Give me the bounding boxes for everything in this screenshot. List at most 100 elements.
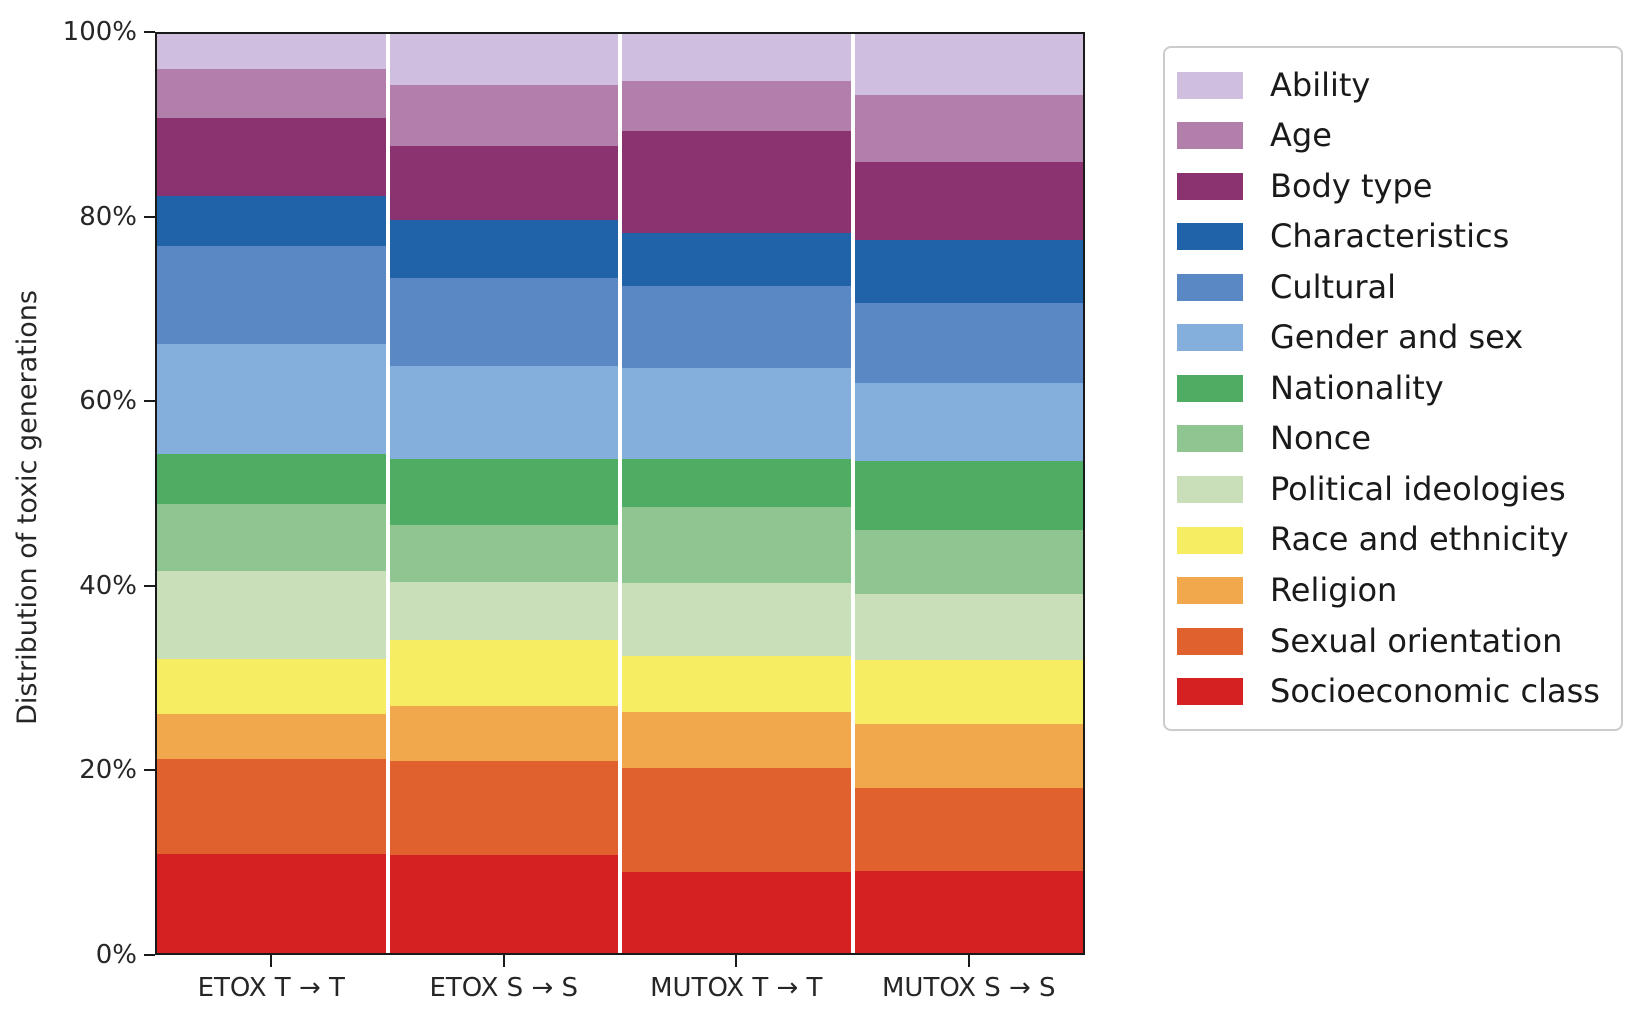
segment-nationality xyxy=(389,458,618,525)
legend-row-age: Age xyxy=(1177,118,1611,153)
bar-mutox-t-t xyxy=(618,34,851,953)
legend-label-nonce: Nonce xyxy=(1270,419,1372,458)
legend-label-race-and-ethnicity: Race and ethnicity xyxy=(1270,520,1569,559)
segment-ability xyxy=(622,34,851,81)
legend-swatch-socioeconomic-class xyxy=(1177,678,1243,706)
y-tick-mark-80 xyxy=(144,215,155,218)
legend-label-sexual-orientation: Sexual orientation xyxy=(1270,621,1563,660)
segment-sexual-orientation xyxy=(622,768,851,872)
x-tick-label-etox-t-t: ETOX T → T xyxy=(197,973,345,1003)
segment-political-ideologies xyxy=(157,570,386,659)
legend-row-characteristics: Characteristics xyxy=(1177,219,1611,254)
segment-ability xyxy=(389,34,618,85)
x-tick-mark-etox-s-s xyxy=(502,955,505,967)
segment-nonce xyxy=(389,524,618,582)
x-tick-label-etox-s-s: ETOX S → S xyxy=(429,973,579,1003)
legend-swatch-body-type xyxy=(1177,172,1243,200)
segment-characteristics xyxy=(854,239,1083,304)
legend-swatch-nonce xyxy=(1177,425,1243,453)
legend-row-nonce: Nonce xyxy=(1177,421,1611,456)
segment-religion xyxy=(854,724,1083,789)
legend-label-ability: Ability xyxy=(1270,65,1371,104)
legend-row-body-type: Body type xyxy=(1177,166,1611,205)
legend-label-cultural: Cultural xyxy=(1270,267,1396,306)
segment-socioeconomic-class xyxy=(389,855,618,953)
segment-cultural xyxy=(157,246,386,344)
legend: Ability Age Body type Characteristics Cultur… xyxy=(1163,46,1623,731)
x-tick-mark-mutox-t-t xyxy=(735,955,738,967)
legend-row-gender-and-sex: Gender and sex xyxy=(1177,320,1611,355)
segment-socioeconomic-class xyxy=(854,871,1083,953)
y-tick-mark-60 xyxy=(144,400,155,403)
legend-label-nationality: Nationality xyxy=(1270,368,1444,407)
segment-socioeconomic-class xyxy=(157,853,386,953)
y-tick-label-100: 100% xyxy=(62,17,137,47)
segment-characteristics xyxy=(389,219,618,279)
x-axis: ETOX T → T ETOX S → S MUTOX T → T MUTOX S →… xyxy=(155,955,1085,1014)
y-tick-mark-20 xyxy=(144,769,155,772)
segment-age xyxy=(389,84,618,147)
bar-etox-s-s xyxy=(385,34,618,953)
y-tick-label-60: 60% xyxy=(79,386,137,417)
y-tick-label-20: 20% xyxy=(79,755,137,786)
legend-label-political-ideologies: Political ideologies xyxy=(1270,469,1566,508)
legend-label-characteristics: Characteristics xyxy=(1270,217,1510,256)
bar-etox-t-t xyxy=(157,34,386,953)
legend-swatch-cultural xyxy=(1177,273,1243,301)
legend-swatch-characteristics xyxy=(1177,223,1243,251)
x-tick-mark-mutox-s-s xyxy=(967,955,970,967)
segment-nonce xyxy=(157,503,386,571)
x-tick-mark-etox-t-t xyxy=(270,955,273,967)
legend-row-sexual-orientation: Sexual orientation xyxy=(1177,621,1611,660)
segment-body-type xyxy=(854,161,1083,240)
segment-political-ideologies xyxy=(389,581,618,641)
legend-label-body-type: Body type xyxy=(1270,166,1433,205)
y-tick-mark-40 xyxy=(144,584,155,587)
segment-gender-and-sex xyxy=(157,343,386,454)
legend-label-socioeconomic-class: Socioeconomic class xyxy=(1270,672,1600,711)
segment-body-type xyxy=(157,117,386,196)
segment-nationality xyxy=(622,459,851,508)
segment-cultural xyxy=(622,285,851,368)
legend-label-religion: Religion xyxy=(1270,570,1398,609)
segment-race-and-ethnicity xyxy=(157,658,386,714)
segment-gender-and-sex xyxy=(389,365,618,459)
legend-row-socioeconomic-class: Socioeconomic class xyxy=(1177,672,1611,711)
segment-gender-and-sex xyxy=(622,367,851,460)
y-tick-label-80: 80% xyxy=(79,201,137,232)
segment-socioeconomic-class xyxy=(622,871,851,953)
segment-race-and-ethnicity xyxy=(622,656,851,713)
segment-race-and-ethnicity xyxy=(854,659,1083,725)
segment-cultural xyxy=(389,278,618,366)
segment-race-and-ethnicity xyxy=(389,640,618,706)
legend-row-religion: Religion xyxy=(1177,570,1611,609)
segment-age xyxy=(622,80,851,132)
segment-nationality xyxy=(854,461,1083,531)
segment-religion xyxy=(389,705,618,761)
segment-sexual-orientation xyxy=(389,760,618,856)
segment-age xyxy=(157,68,386,118)
legend-row-ability: Ability xyxy=(1177,65,1611,104)
segment-body-type xyxy=(622,131,851,234)
bar-mutox-s-s xyxy=(850,34,1083,953)
legend-swatch-religion xyxy=(1177,577,1243,605)
legend-row-cultural: Cultural xyxy=(1177,267,1611,306)
y-tick-label-0: 0% xyxy=(95,940,137,970)
legend-swatch-sexual-orientation xyxy=(1177,627,1243,655)
legend-swatch-race-and-ethnicity xyxy=(1177,526,1243,554)
segment-nonce xyxy=(854,530,1083,594)
y-axis: 0% 20% 40% 60% 80% 100% xyxy=(0,18,155,969)
segment-body-type xyxy=(389,146,618,220)
legend-swatch-political-ideologies xyxy=(1177,476,1243,504)
segment-political-ideologies xyxy=(854,593,1083,660)
legend-label-age: Age xyxy=(1270,116,1332,155)
segment-nonce xyxy=(622,507,851,583)
segment-cultural xyxy=(854,303,1083,384)
legend-row-race-and-ethnicity: Race and ethnicity xyxy=(1177,522,1611,557)
segment-religion xyxy=(157,713,386,759)
legend-swatch-ability xyxy=(1177,71,1243,99)
y-tick-label-40: 40% xyxy=(79,570,137,601)
segment-religion xyxy=(622,712,851,769)
x-tick-label-mutox-s-s: MUTOX S → S xyxy=(881,973,1056,1003)
